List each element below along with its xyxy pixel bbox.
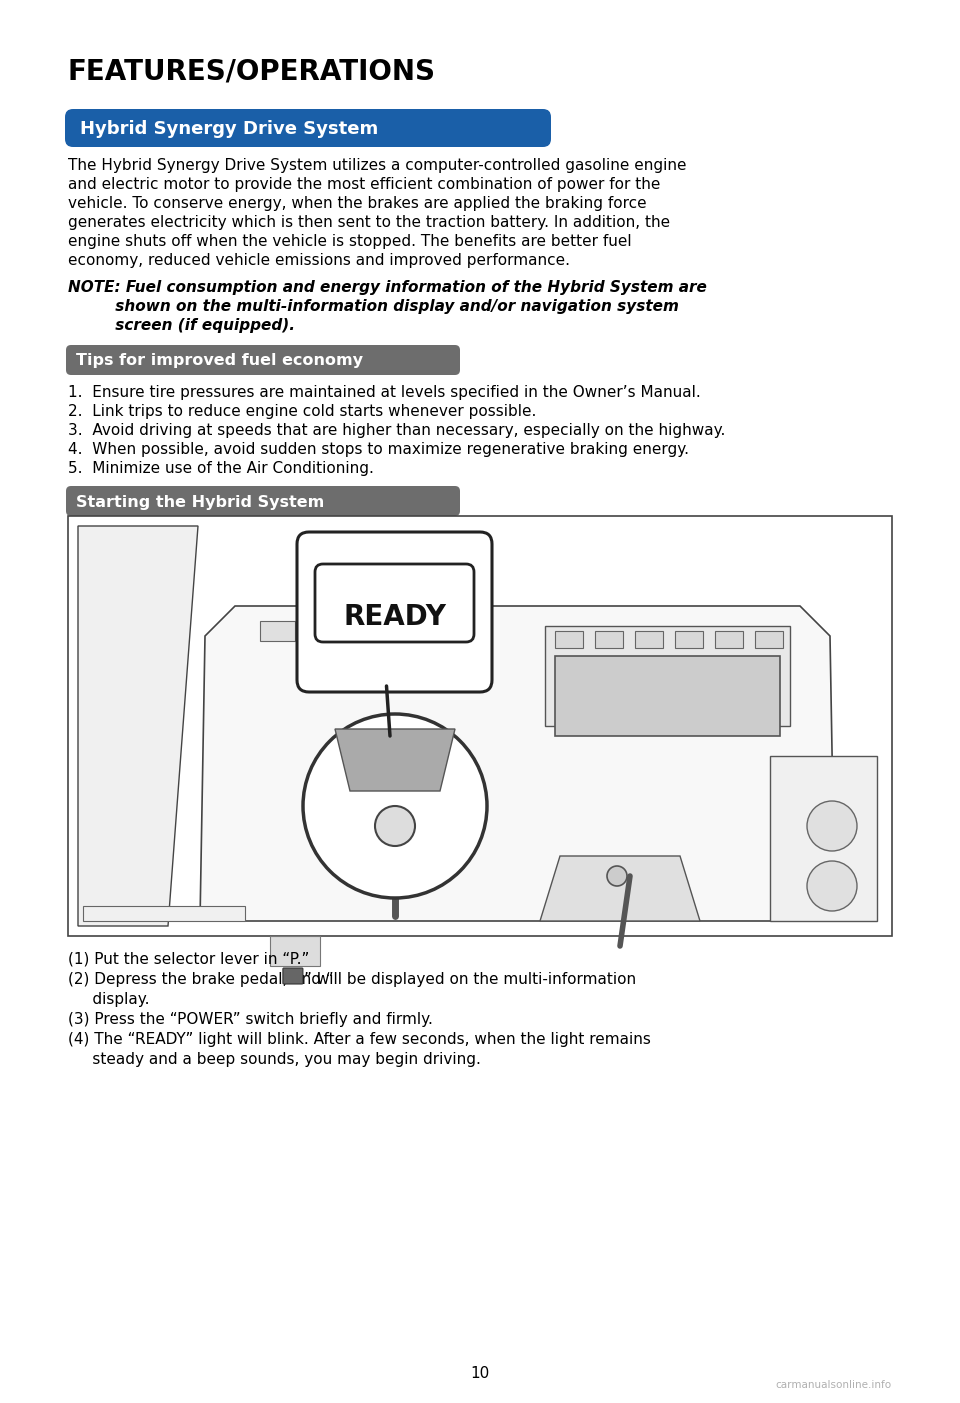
Text: (1) Put the selector lever in “P.”: (1) Put the selector lever in “P.”	[68, 953, 309, 967]
Text: Starting the Hybrid System: Starting the Hybrid System	[76, 494, 324, 509]
Polygon shape	[83, 906, 245, 920]
Text: NOTE: Fuel consumption and energy information of the Hybrid System are: NOTE: Fuel consumption and energy inform…	[68, 281, 707, 295]
Circle shape	[375, 805, 415, 846]
FancyBboxPatch shape	[283, 968, 303, 984]
Polygon shape	[635, 631, 663, 648]
Circle shape	[303, 714, 487, 898]
Text: 10: 10	[470, 1365, 490, 1381]
Text: 5.  Minimize use of the Air Conditioning.: 5. Minimize use of the Air Conditioning.	[68, 462, 373, 476]
FancyBboxPatch shape	[65, 109, 551, 147]
Text: (3) Press the “POWER” switch briefly and firmly.: (3) Press the “POWER” switch briefly and…	[68, 1012, 433, 1027]
Text: Tips for improved fuel economy: Tips for improved fuel economy	[76, 354, 363, 369]
FancyBboxPatch shape	[315, 564, 474, 643]
Polygon shape	[555, 631, 583, 648]
Text: The Hybrid Synergy Drive System utilizes a computer-controlled gasoline engine: The Hybrid Synergy Drive System utilizes…	[68, 159, 686, 173]
Bar	[68, 516, 892, 936]
Circle shape	[807, 861, 857, 911]
Text: engine shuts off when the vehicle is stopped. The benefits are better fuel: engine shuts off when the vehicle is sto…	[68, 234, 632, 248]
Polygon shape	[715, 631, 743, 648]
Text: 3.  Avoid driving at speeds that are higher than necessary, especially on the hi: 3. Avoid driving at speeds that are high…	[68, 422, 726, 438]
Polygon shape	[595, 631, 623, 648]
Text: vehicle. To conserve energy, when the brakes are applied the braking force: vehicle. To conserve energy, when the br…	[68, 196, 647, 210]
Polygon shape	[755, 631, 783, 648]
Polygon shape	[270, 936, 320, 967]
Text: 2.  Link trips to reduce engine cold starts whenever possible.: 2. Link trips to reduce engine cold star…	[68, 404, 537, 419]
Polygon shape	[770, 756, 877, 920]
Polygon shape	[545, 626, 790, 725]
Text: ” will be displayed on the multi-information: ” will be displayed on the multi-informa…	[304, 972, 636, 986]
Text: display.: display.	[68, 992, 150, 1007]
Polygon shape	[310, 622, 345, 641]
Circle shape	[607, 866, 627, 887]
Circle shape	[807, 801, 857, 852]
Polygon shape	[335, 730, 455, 791]
Circle shape	[352, 620, 388, 657]
FancyBboxPatch shape	[297, 532, 492, 692]
Text: (4) The “READY” light will blink. After a few seconds, when the light remains: (4) The “READY” light will blink. After …	[68, 1033, 651, 1047]
Text: 1.  Ensure tire pressures are maintained at levels specified in the Owner’s Manu: 1. Ensure tire pressures are maintained …	[68, 384, 701, 400]
Text: steady and a beep sounds, you may begin driving.: steady and a beep sounds, you may begin …	[68, 1052, 481, 1068]
FancyBboxPatch shape	[66, 345, 460, 375]
Text: shown on the multi-information display and/or navigation system: shown on the multi-information display a…	[68, 299, 679, 314]
Polygon shape	[540, 856, 700, 920]
Polygon shape	[200, 606, 835, 920]
Polygon shape	[555, 657, 780, 737]
Text: screen (if equipped).: screen (if equipped).	[68, 318, 295, 333]
Text: economy, reduced vehicle emissions and improved performance.: economy, reduced vehicle emissions and i…	[68, 253, 570, 268]
Circle shape	[402, 620, 438, 657]
Text: (2) Depress the brake pedal, and “: (2) Depress the brake pedal, and “	[68, 972, 334, 986]
Polygon shape	[78, 526, 198, 926]
Text: 4.  When possible, avoid sudden stops to maximize regenerative braking energy.: 4. When possible, avoid sudden stops to …	[68, 442, 689, 457]
Text: Hybrid Synergy Drive System: Hybrid Synergy Drive System	[80, 121, 378, 137]
Text: carmanualsonline.info: carmanualsonline.info	[776, 1381, 892, 1390]
Polygon shape	[320, 610, 470, 661]
Polygon shape	[260, 622, 295, 641]
Text: READY: READY	[343, 603, 446, 631]
Text: generates electricity which is then sent to the traction battery. In addition, t: generates electricity which is then sent…	[68, 215, 670, 230]
Text: FEATURES/OPERATIONS: FEATURES/OPERATIONS	[68, 58, 436, 86]
FancyBboxPatch shape	[66, 485, 460, 516]
Polygon shape	[675, 631, 703, 648]
Text: and electric motor to provide the most efficient combination of power for the: and electric motor to provide the most e…	[68, 177, 660, 192]
